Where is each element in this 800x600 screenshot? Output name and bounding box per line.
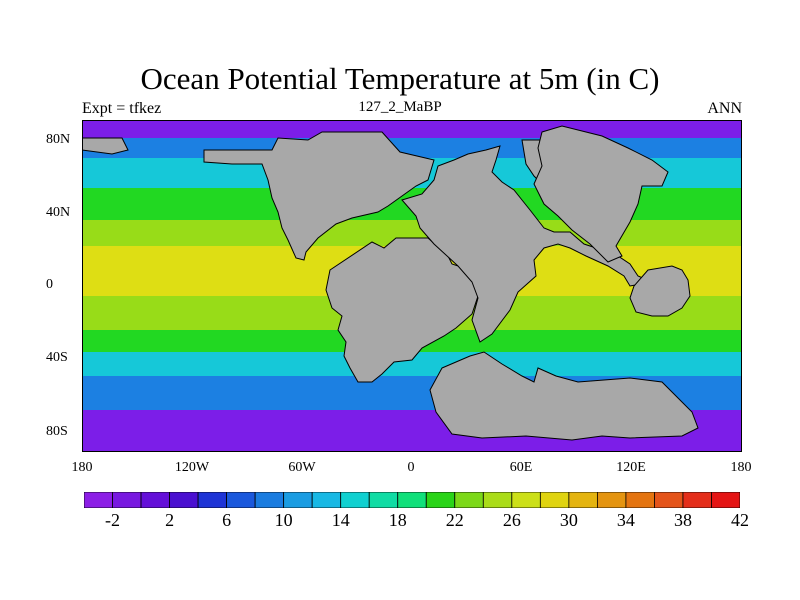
- temperature-map: [82, 120, 742, 452]
- colorbar-tick: 38: [673, 510, 692, 530]
- lat-tick-80n: 80N: [46, 132, 71, 147]
- run-label: 127_2_MaBP: [358, 99, 442, 115]
- lon-tick-0: 0: [407, 460, 415, 475]
- lon-tick-180w: 180: [71, 460, 93, 475]
- experiment-label: Expt = tfkez: [82, 100, 162, 117]
- colorbar-swatch: [482, 492, 513, 508]
- colorbar-tick: 22: [445, 510, 464, 530]
- colorbar-tick: 34: [616, 510, 635, 530]
- colorbar-swatch: [197, 492, 228, 508]
- colorbar-swatch: [311, 492, 342, 508]
- temperature-band: [82, 120, 742, 138]
- lon-tick-60e: 60E: [509, 460, 533, 475]
- colorbar-swatch: [226, 492, 256, 508]
- colorbar-swatch: [654, 492, 684, 508]
- siberia: [533, 125, 669, 263]
- colorbar-swatch: [140, 492, 170, 508]
- lon-tick-120w: 120W: [174, 460, 210, 475]
- colorbar-tick: 10: [274, 510, 293, 530]
- colorbar-swatch: [711, 492, 740, 508]
- colorbar-tick: -2: [105, 510, 121, 530]
- colorbar-swatch: [682, 492, 712, 508]
- colorbar-tick: 14: [331, 510, 350, 530]
- colorbar-tick: 42: [731, 510, 749, 530]
- colorbar-swatch: [283, 492, 313, 508]
- lon-tick-120e: 120E: [616, 460, 646, 475]
- lat-tick-0: 0: [46, 277, 53, 292]
- colorbar-swatch: [397, 492, 427, 508]
- colorbar-swatch: [625, 492, 655, 508]
- lat-tick-40n: 40N: [46, 205, 71, 220]
- colorbar-swatch: [368, 492, 399, 508]
- lat-tick-40s: 40S: [46, 350, 68, 365]
- colorbar-swatch: [539, 492, 570, 508]
- colorbar-swatch: [169, 492, 199, 508]
- map-title: Ocean Potential Temperature at 5m (in C): [140, 61, 660, 96]
- colorbar-swatch: [511, 492, 541, 508]
- colorbar-swatch: [254, 492, 285, 508]
- season-label: ANN: [707, 100, 742, 117]
- colorbar-tick: 18: [388, 510, 407, 530]
- lon-tick-60w: 60W: [288, 460, 316, 475]
- colorbar-swatch: [425, 492, 456, 508]
- colorbar-swatch: [84, 492, 113, 508]
- colorbar-swatch: [568, 492, 598, 508]
- colorbar-swatch: [340, 492, 370, 508]
- colorbar-tick: 30: [559, 510, 578, 530]
- australia: [629, 265, 691, 317]
- map-frame: [82, 120, 742, 452]
- land-masses: [82, 125, 699, 441]
- colorbar-tick: 26: [502, 510, 521, 530]
- greenland: [82, 137, 129, 155]
- antarctica: [429, 351, 699, 441]
- colorbar-tick: 6: [222, 510, 232, 530]
- lat-tick-80s: 80S: [46, 424, 68, 439]
- colorbar-swatch: [454, 492, 484, 508]
- north-america: [203, 131, 435, 261]
- colorbar-tick: 2: [165, 510, 175, 530]
- colorbar-swatch: [112, 492, 142, 508]
- temperature-colorbar: [84, 492, 740, 508]
- colorbar-swatch: [596, 492, 627, 508]
- lon-tick-180e: 180: [730, 460, 752, 475]
